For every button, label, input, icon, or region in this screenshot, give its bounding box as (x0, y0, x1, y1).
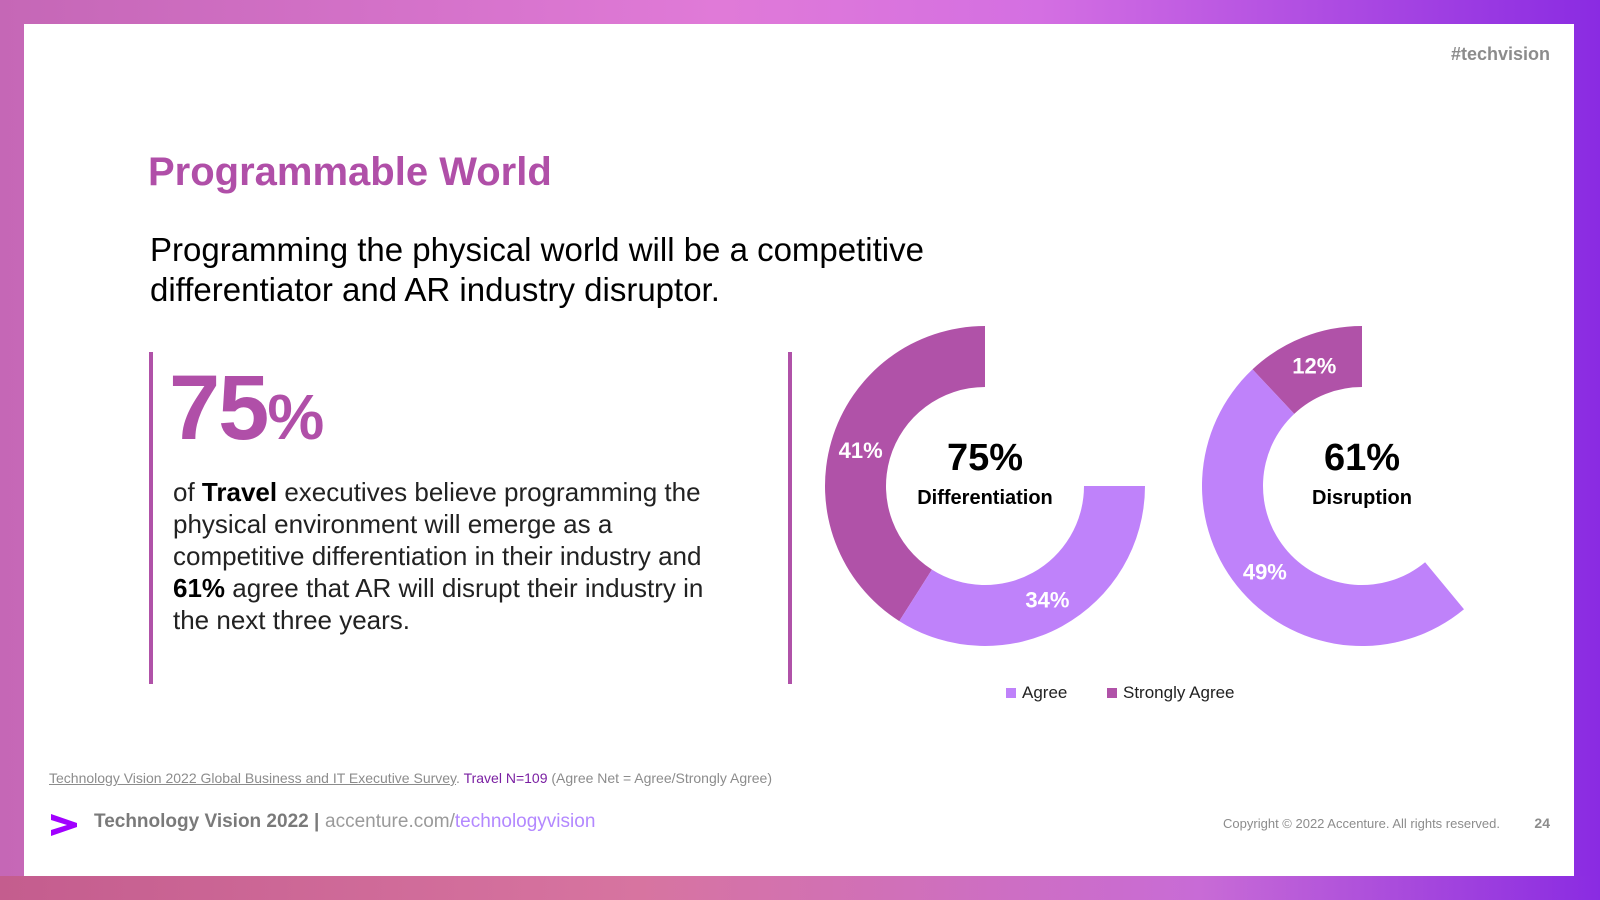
left-accent-bar (149, 352, 153, 684)
stat-bold-1: Travel (201, 477, 278, 507)
middle-accent-bar (788, 352, 792, 684)
source-note-text: (Agree Net = Agree/Strongly Agree) (547, 770, 772, 786)
source-sep: . (456, 770, 464, 786)
legend-swatch-1 (1006, 688, 1016, 698)
big-stat: 75% (169, 362, 324, 454)
donut-1-center-label: Differentiation (917, 487, 1053, 509)
footer-url-host: accenture.com/ (325, 811, 455, 832)
donut-1-center-value: 75% (947, 437, 1023, 479)
source-note: Technology Vision 2022 Global Business a… (49, 770, 772, 786)
stat-text-1: of (173, 477, 202, 507)
big-stat-number: 75 (169, 357, 269, 459)
footer-url-path: technologyvision (454, 811, 596, 832)
footer-url[interactable]: accenture.com/technologyvision (325, 811, 595, 833)
donut-1-data-label-1: 41% (839, 438, 883, 463)
legend-label-1: Agree (1022, 683, 1067, 702)
donut-2-center-value: 61% (1324, 437, 1400, 479)
legend-swatch-2 (1107, 688, 1117, 698)
stat-text-2: executives believe programming the physi… (173, 477, 702, 571)
legend-label-2: Strongly Agree (1123, 683, 1235, 702)
hashtag: #techvision (1450, 44, 1550, 64)
source-n: Travel N=109 (463, 770, 548, 786)
frame-border (0, 876, 1600, 900)
donut-2-data-label-1: 12% (1292, 354, 1336, 379)
page-number: 24 (1534, 815, 1550, 831)
source-link[interactable]: Technology Vision 2022 Global Business a… (49, 770, 457, 786)
donut-2-data-label-2: 49% (1243, 560, 1287, 585)
big-stat-percent: % (267, 381, 324, 453)
donut-2-segment-1 (1252, 326, 1362, 414)
slide: #techvision Programmable World Programmi… (24, 24, 1574, 876)
footer-brand: Technology Vision 2022 | (94, 811, 320, 832)
donut-2-segment-2 (1201, 369, 1464, 647)
stat-bold-2: 61% (173, 573, 226, 603)
stat-description: of Travel executives believe programming… (173, 476, 713, 636)
donut-1-segment-1 (825, 326, 985, 622)
page-title: Programmable World (148, 150, 552, 194)
stat-text-3: agree that AR will disrupt their industr… (173, 573, 704, 635)
donut-2-center-label: Disruption (1312, 487, 1412, 509)
accenture-logo-icon (51, 814, 77, 836)
copyright: Copyright © 2022 Accenture. All rights r… (1223, 816, 1500, 831)
donut-1-data-label-2: 34% (1025, 587, 1069, 612)
donut-1-segment-2 (899, 486, 1145, 646)
subtitle: Programming the physical world will be a… (150, 231, 924, 308)
